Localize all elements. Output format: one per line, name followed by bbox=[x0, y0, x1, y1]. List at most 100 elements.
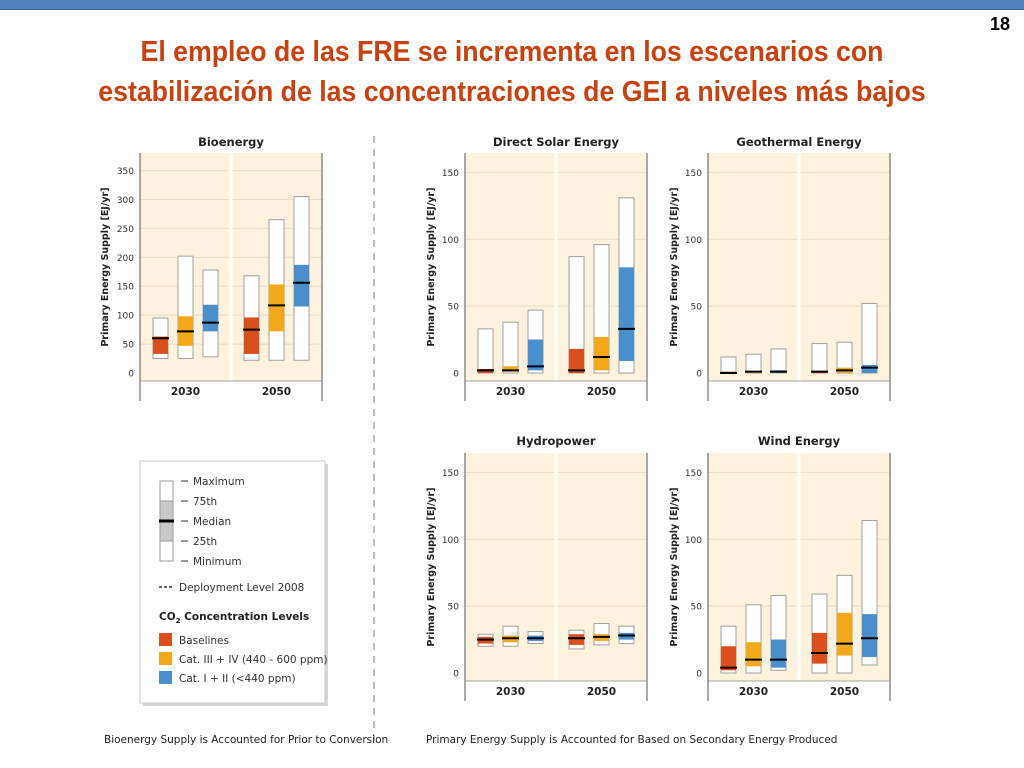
chart-title: Hydropower bbox=[516, 434, 595, 448]
iqr-box bbox=[594, 336, 609, 371]
iqr-box bbox=[569, 634, 584, 645]
iqr-box bbox=[771, 639, 786, 668]
x-category-label: 2050 bbox=[587, 386, 616, 398]
iqr-box bbox=[746, 642, 761, 667]
y-tick-label: 50 bbox=[123, 341, 135, 351]
iqr-box bbox=[837, 612, 852, 656]
legend-co2-suffix: Concentration Levels bbox=[181, 611, 310, 623]
y-tick-label: 200 bbox=[117, 254, 134, 264]
legend-75th: 75th bbox=[193, 496, 217, 508]
legend-median: Median bbox=[193, 516, 231, 528]
footnote-left: Bioenergy Supply is Accounted for Prior … bbox=[104, 734, 388, 746]
top-accent-bar bbox=[0, 0, 1024, 10]
x-category-label: 2050 bbox=[262, 386, 291, 398]
range-box bbox=[477, 328, 494, 374]
iqr-box bbox=[503, 366, 518, 372]
y-tick-label: 100 bbox=[685, 236, 702, 246]
range-box bbox=[770, 348, 787, 374]
range-box bbox=[502, 321, 519, 374]
x-category-label: 2050 bbox=[587, 686, 616, 698]
x-category-label: 2030 bbox=[496, 686, 525, 698]
slide-title: El empleo de las FRE se incrementa en lo… bbox=[78, 32, 946, 112]
iqr-box bbox=[269, 284, 284, 332]
iqr-box bbox=[721, 646, 736, 671]
iqr-box bbox=[244, 317, 259, 354]
x-category-label: 2030 bbox=[739, 386, 768, 398]
chart-panel: 0 50 100 150 200 250 300 350 Bioenergy Primary En… bbox=[100, 135, 323, 401]
y-tick-label: 150 bbox=[685, 469, 702, 479]
y-tick-label: 0 bbox=[453, 370, 459, 380]
y-axis-label: Primary Energy Supply [EJ/yr] bbox=[426, 187, 437, 346]
chart-title: Bioenergy bbox=[198, 135, 264, 149]
chart-panel: 0 50 100 150 Direct Solar Energy Primary Ener… bbox=[426, 135, 648, 401]
legend-baselines: Baselines bbox=[179, 635, 229, 647]
iqr-box bbox=[862, 614, 877, 657]
y-tick-label: 150 bbox=[442, 169, 459, 179]
range-box bbox=[720, 356, 737, 374]
x-category-label: 2030 bbox=[496, 386, 525, 398]
chart-title: Direct Solar Energy bbox=[493, 135, 620, 149]
y-tick-label: 350 bbox=[117, 167, 134, 177]
legend-cat12: Cat. I + II (<440 ppm) bbox=[179, 673, 296, 685]
iqr-box bbox=[528, 339, 543, 371]
y-axis-label: Primary Energy Supply [EJ/yr] bbox=[669, 187, 680, 346]
x-category-label: 2030 bbox=[739, 686, 768, 698]
legend-box: Maximum 75th Median 25th Minimum Deploym… bbox=[139, 460, 328, 706]
iqr-box bbox=[294, 264, 309, 307]
y-tick-label: 150 bbox=[685, 169, 702, 179]
y-axis-label: Primary Energy Supply [EJ/yr] bbox=[426, 487, 437, 646]
legend-co2-prefix: CO bbox=[159, 611, 176, 623]
y-tick-label: 0 bbox=[696, 670, 702, 680]
chart-panel: 0 50 100 150 Geothermal Energy Primary Energy… bbox=[669, 135, 891, 401]
y-tick-label: 50 bbox=[448, 303, 460, 313]
x-category-label: 2050 bbox=[830, 386, 859, 398]
slide-title-line-2: estabilización de las concentraciones de… bbox=[98, 76, 926, 108]
page-number: 18 bbox=[989, 14, 1010, 34]
range-box bbox=[861, 302, 878, 374]
iqr-box bbox=[862, 364, 877, 373]
y-tick-label: 100 bbox=[442, 536, 459, 546]
y-tick-label: 300 bbox=[117, 196, 134, 206]
legend-co2-heading: CO2 Concentration Levels bbox=[159, 611, 309, 625]
y-tick-label: 150 bbox=[442, 469, 459, 479]
chart-panel: 0 50 100 150 Wind Energy Primary Energy Suppl… bbox=[669, 434, 891, 701]
iqr-box bbox=[153, 336, 168, 354]
legend-25th: 25th bbox=[193, 536, 217, 548]
y-tick-label: 100 bbox=[685, 536, 702, 546]
chart-panel: 0 50 100 150 Hydropower Primary Energy Supply… bbox=[426, 434, 648, 701]
legend-minimum: Minimum bbox=[193, 556, 242, 568]
y-tick-label: 100 bbox=[117, 312, 134, 322]
slide-title-line-1: El empleo de las FRE se incrementa en lo… bbox=[140, 36, 884, 68]
chart-title: Geothermal Energy bbox=[736, 135, 862, 149]
y-tick-label: 0 bbox=[453, 670, 459, 680]
legend-swatch-cat34 bbox=[159, 652, 172, 665]
y-tick-label: 0 bbox=[696, 370, 702, 380]
y-tick-label: 250 bbox=[117, 225, 134, 235]
range-box bbox=[811, 343, 828, 374]
y-tick-label: 0 bbox=[128, 370, 134, 380]
y-axis-label: Primary Energy Supply [EJ/yr] bbox=[669, 487, 680, 646]
y-tick-label: 100 bbox=[442, 236, 459, 246]
iqr-box bbox=[619, 267, 634, 361]
legend-swatch-cat12 bbox=[159, 671, 172, 684]
range-box bbox=[745, 353, 762, 374]
x-category-label: 2030 bbox=[171, 386, 200, 398]
y-tick-label: 50 bbox=[448, 603, 460, 613]
footnote-right: Primary Energy Supply is Accounted for B… bbox=[426, 734, 837, 746]
y-axis-label: Primary Energy Supply [EJ/yr] bbox=[100, 187, 111, 346]
legend-deployment-label: Deployment Level 2008 bbox=[179, 582, 304, 594]
legend-maximum: Maximum bbox=[193, 476, 245, 488]
chart-title: Wind Energy bbox=[758, 434, 841, 448]
iqr-box bbox=[812, 632, 827, 664]
x-category-label: 2050 bbox=[830, 686, 859, 698]
y-tick-label: 50 bbox=[691, 603, 703, 613]
y-tick-label: 150 bbox=[117, 283, 134, 293]
legend-co2-sub: 2 bbox=[176, 617, 181, 625]
legend-cat34: Cat. III + IV (440 - 600 ppm) bbox=[179, 654, 328, 666]
legend-swatch-baselines bbox=[159, 633, 172, 646]
y-tick-label: 50 bbox=[691, 303, 703, 313]
iqr-box bbox=[569, 348, 584, 373]
iqr-box bbox=[203, 304, 218, 332]
